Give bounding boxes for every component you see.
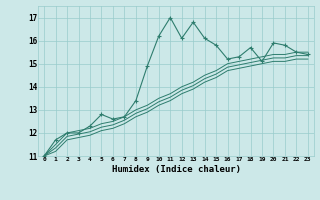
X-axis label: Humidex (Indice chaleur): Humidex (Indice chaleur) [111,165,241,174]
